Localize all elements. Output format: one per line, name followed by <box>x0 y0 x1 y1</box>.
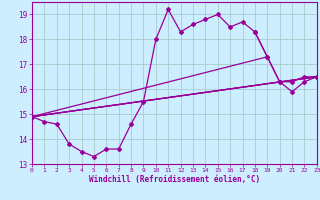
X-axis label: Windchill (Refroidissement éolien,°C): Windchill (Refroidissement éolien,°C) <box>89 175 260 184</box>
